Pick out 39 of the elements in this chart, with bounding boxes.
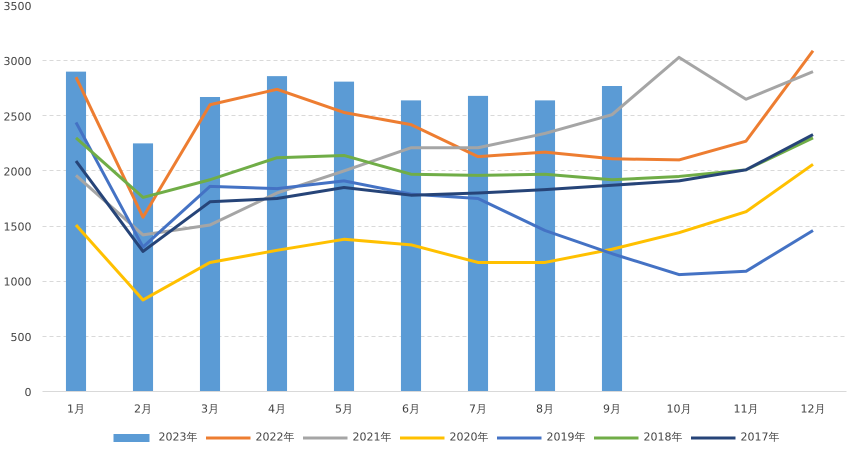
bar [266, 76, 288, 392]
x-tick-label: 1月 [67, 402, 85, 416]
legend-label: 2018年 [644, 430, 682, 444]
x-tick-label: 6月 [402, 402, 420, 416]
bar [334, 82, 354, 392]
x-tick-label: 5月 [335, 402, 353, 416]
y-tick-label: 3000 [4, 55, 32, 68]
bar [66, 72, 86, 392]
y-tick-label: 2500 [4, 110, 32, 124]
x-tick-label: 12月 [800, 402, 826, 416]
bar [468, 96, 488, 392]
bar [602, 86, 622, 392]
x-tick-label: 8月 [536, 402, 554, 416]
bar [400, 100, 422, 392]
bar [200, 97, 220, 392]
legend-label: 2017年 [740, 430, 780, 444]
x-tick-label: 10月 [666, 402, 692, 416]
y-tick-label: 1500 [4, 220, 32, 234]
line-series [74, 162, 814, 302]
line-series [74, 120, 814, 276]
legend-label: 2021年 [352, 430, 392, 444]
legend-label: 2022年 [256, 430, 294, 444]
x-tick-label: 3月 [201, 402, 219, 416]
y-tick-label: 3500 [4, 0, 32, 13]
y-tick-label: 2000 [4, 165, 32, 178]
line-series [74, 136, 814, 199]
x-tick-label: 4月 [268, 402, 286, 416]
x-tick-label: 7月 [469, 402, 487, 416]
line-series [74, 133, 814, 253]
legend-label: 2019年 [546, 430, 586, 444]
legend-label: 2023年 [158, 430, 198, 444]
x-tick-label: 11月 [734, 402, 758, 416]
bar [534, 100, 556, 392]
y-tick-label: 500 [10, 330, 32, 344]
x-tick-label: 9月 [603, 402, 621, 416]
legend-label: 2020年 [450, 430, 488, 444]
y-tick-label: 0 [24, 386, 32, 399]
x-tick-label: 2月 [134, 402, 152, 416]
y-tick-label: 1000 [4, 276, 32, 289]
